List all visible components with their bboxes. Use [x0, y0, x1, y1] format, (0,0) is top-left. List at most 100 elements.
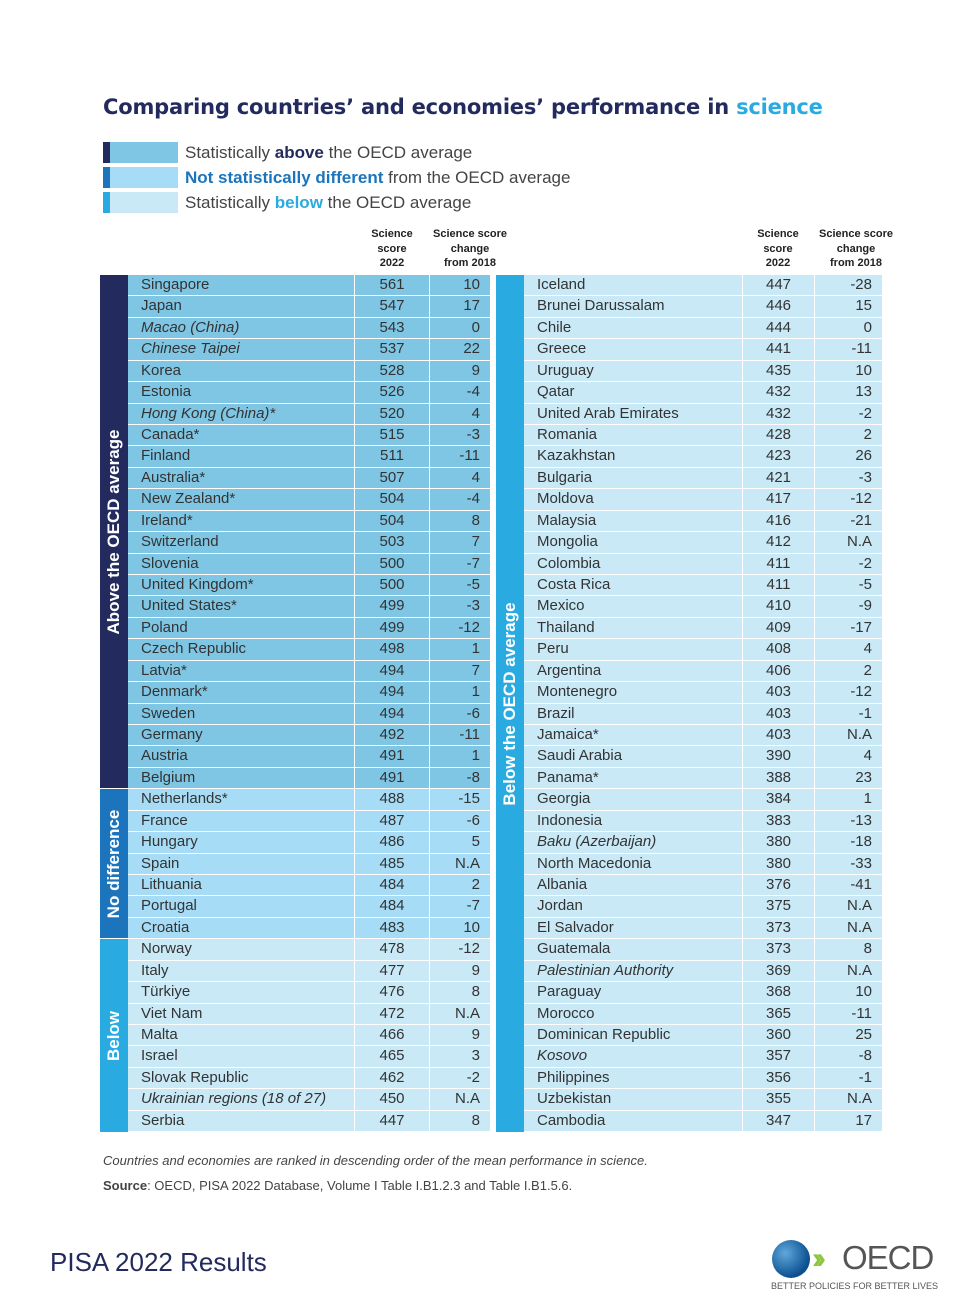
country-name: Greece [524, 339, 743, 360]
score-change: 1 [471, 747, 480, 765]
table-row: Belgium 491 -8 [128, 767, 490, 790]
legend-label: Statistically below the OECD average [185, 192, 472, 212]
science-score: 375 [743, 896, 815, 917]
score-change: -3 [466, 597, 480, 615]
score-change: -11 [459, 726, 480, 744]
science-score: 499 [355, 596, 430, 617]
score-change: 10 [855, 361, 872, 379]
table-row: Czech Republic 498 1 [128, 639, 490, 661]
score-change: -6 [466, 811, 480, 829]
score-change: -8 [466, 768, 480, 786]
table-row: Saudi Arabia 390 4 [524, 746, 882, 768]
table-row: Ukrainian regions (18 of 27) 450 N.A [128, 1089, 490, 1111]
country-name: Georgia [524, 789, 743, 810]
score-change: N.A [454, 854, 480, 872]
table-row: Australia* 507 4 [128, 467, 490, 490]
header-score-left: Science score 2022 [371, 228, 413, 269]
science-score: 410 [743, 596, 815, 617]
science-score: 477 [355, 960, 430, 982]
country-name: Ireland* [128, 510, 355, 532]
table-row: New Zealand* 504 -4 [128, 489, 490, 511]
science-score: 507 [355, 467, 430, 489]
country-name: Malaysia [524, 510, 743, 532]
score-change: 9 [471, 361, 480, 379]
science-score: 515 [355, 425, 430, 446]
table-row: Romania 428 2 [524, 425, 882, 447]
country-name: Lithuania [128, 875, 355, 896]
table-row: France 487 -6 [128, 810, 490, 833]
country-name: El Salvador [524, 917, 743, 939]
score-change: -2 [466, 1068, 480, 1086]
legend-item: Not statistically different from the OEC… [103, 165, 570, 190]
score-change: 8 [471, 983, 480, 1001]
score-change: 22 [463, 340, 480, 358]
score-change: 4 [471, 468, 480, 486]
group-label-above: Above the OECD average [100, 275, 128, 789]
chevron-icon: ›› [812, 1242, 826, 1275]
science-score: 416 [743, 510, 815, 532]
science-score: 488 [355, 789, 430, 810]
country-name: Israel [128, 1046, 355, 1067]
science-score: 494 [355, 703, 430, 724]
science-score: 447 [743, 275, 815, 296]
science-score: 408 [743, 639, 815, 660]
science-score: 347 [743, 1110, 815, 1132]
country-name: Albania [524, 875, 743, 896]
score-change: -3 [466, 426, 480, 443]
country-name: Slovenia [128, 553, 355, 574]
country-name: Qatar [524, 382, 743, 403]
legend-swatch [103, 192, 178, 213]
science-score: 388 [743, 767, 815, 789]
table-row: Netherlands* 488 -15 [128, 789, 490, 811]
science-score: 472 [355, 1003, 430, 1024]
country-name: Malta [128, 1025, 355, 1046]
score-change: N.A [846, 897, 872, 915]
table-row: Türkiye 476 8 [128, 982, 490, 1004]
science-score: 504 [355, 489, 430, 510]
score-change: -6 [466, 704, 480, 722]
table-row: Palestinian Authority 369 N.A [524, 960, 882, 983]
country-name: Netherlands* [128, 789, 355, 810]
science-score: 484 [355, 896, 430, 917]
score-change: 4 [471, 404, 480, 422]
table-row: Poland 499 -12 [128, 617, 490, 640]
country-name: Korea [128, 360, 355, 382]
science-score: 380 [743, 832, 815, 853]
science-score: 520 [355, 403, 430, 424]
table-row: Cambodia 347 17 [524, 1110, 882, 1133]
science-score: 409 [743, 617, 815, 639]
score-change: -28 [850, 276, 872, 293]
country-name: Guatemala [524, 939, 743, 960]
score-change: -11 [851, 340, 872, 358]
score-change: -12 [458, 940, 480, 958]
table-row: Sweden 494 -6 [128, 703, 490, 725]
country-name: Hungary [128, 832, 355, 853]
science-score: 355 [743, 1089, 815, 1110]
science-score: 486 [355, 832, 430, 853]
table-row: Guatemala 373 8 [524, 939, 882, 961]
group-label-nodiff: No difference [100, 789, 128, 939]
science-score: 406 [743, 660, 815, 682]
science-score: 511 [355, 446, 430, 467]
country-name: France [128, 810, 355, 832]
score-change: N.A [454, 1090, 480, 1108]
science-score: 403 [743, 682, 815, 703]
score-change: -8 [858, 1047, 872, 1065]
score-change: 3 [471, 1047, 480, 1065]
science-score: 543 [355, 317, 430, 339]
science-score: 491 [355, 767, 430, 789]
score-change: -9 [858, 597, 872, 615]
score-change: 4 [863, 640, 872, 658]
table-row: Jamaica* 403 N.A [524, 725, 882, 747]
table-row: Estonia 526 -4 [128, 382, 490, 404]
score-change: -15 [458, 790, 480, 808]
legend-item: Statistically below the OECD average [103, 190, 570, 215]
country-name: Portugal [128, 896, 355, 917]
page-title: Comparing countries’ and economies’ perf… [103, 95, 823, 119]
legend: Statistically above the OECD average Not … [103, 140, 570, 215]
group-label-below: Below [100, 939, 128, 1133]
country-name: Brunei Darussalam [524, 296, 743, 317]
science-score: 476 [355, 982, 430, 1003]
table-row: Norway 478 -12 [128, 939, 490, 961]
country-name: Panama* [524, 767, 743, 789]
